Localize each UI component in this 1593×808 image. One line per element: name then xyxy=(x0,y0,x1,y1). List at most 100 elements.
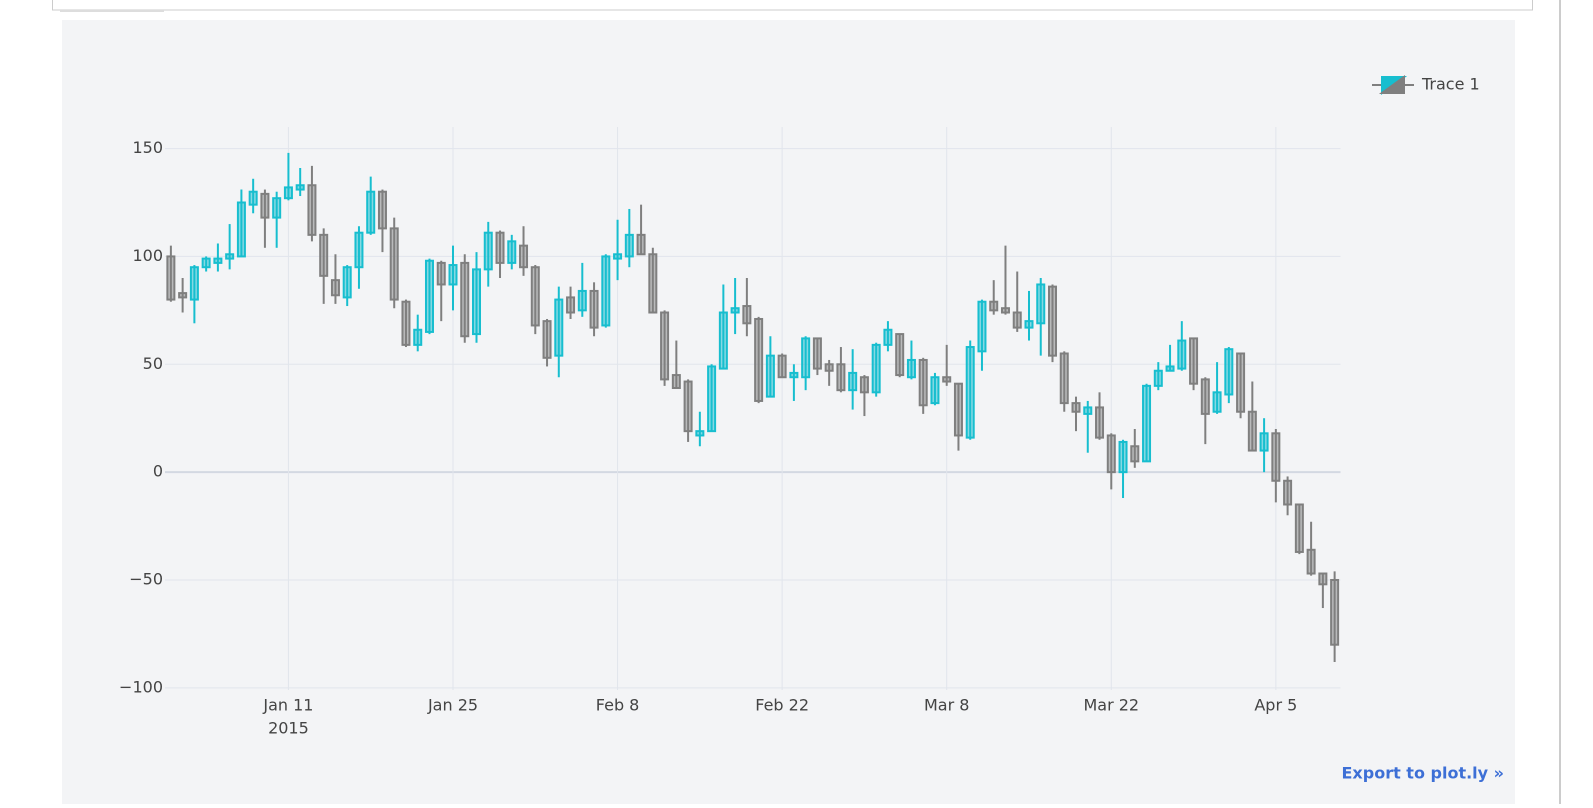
y-tick-label: 100 xyxy=(132,246,163,265)
x-tick-label: Mar 8 xyxy=(924,696,969,715)
candle-body xyxy=(754,317,764,402)
candle-body xyxy=(424,259,434,333)
candle-body xyxy=(1247,410,1257,452)
candle-body xyxy=(707,365,717,433)
candle-body xyxy=(589,289,599,329)
candle-body xyxy=(483,231,493,271)
candle-body xyxy=(1071,402,1081,413)
candle-body xyxy=(201,257,211,269)
candle-body xyxy=(1106,434,1116,474)
candle-body xyxy=(542,320,552,359)
candle-body xyxy=(283,186,293,200)
candle-body xyxy=(1153,369,1163,387)
candle-body xyxy=(1283,479,1293,506)
candle-body xyxy=(519,244,529,269)
candle-body xyxy=(695,430,705,437)
candle-body xyxy=(213,257,223,264)
candle-body xyxy=(848,371,858,392)
candle-body xyxy=(777,354,787,379)
candle-body xyxy=(178,292,188,299)
y-tick-label: 0 xyxy=(153,462,163,481)
candle-body xyxy=(495,231,505,264)
candle-body xyxy=(1012,311,1022,329)
candle-body xyxy=(1212,391,1222,413)
candle-body xyxy=(248,190,258,206)
candle-body xyxy=(671,374,681,390)
candle-body xyxy=(1059,352,1069,405)
candle-body xyxy=(1318,572,1328,586)
candle-body xyxy=(1271,432,1281,482)
x-tick-label: Jan 11 xyxy=(262,696,313,715)
x-tick-label: Feb 8 xyxy=(596,696,640,715)
candle-body xyxy=(1024,320,1034,329)
candle-body xyxy=(895,333,905,377)
candle-body xyxy=(1048,285,1058,357)
candle-body xyxy=(436,261,446,286)
candle-body xyxy=(871,343,881,394)
candle-body xyxy=(636,233,646,256)
candle-body xyxy=(1330,578,1340,646)
top-panel xyxy=(52,0,1533,11)
candle-body xyxy=(472,268,482,336)
candle-body xyxy=(660,311,670,381)
candle-body xyxy=(1306,548,1316,575)
candle-body xyxy=(1000,307,1010,314)
y-tick-label: 150 xyxy=(132,138,163,157)
candle-body xyxy=(448,264,458,286)
candle-body xyxy=(1259,432,1269,452)
candle-body xyxy=(319,233,329,277)
candle-body xyxy=(930,376,940,405)
candle-body xyxy=(401,300,411,346)
candle-body xyxy=(507,240,517,264)
candle-body xyxy=(918,358,928,407)
candle-body xyxy=(883,328,893,346)
legend-icon-decreasing xyxy=(1378,75,1405,94)
x-tick-label: Feb 22 xyxy=(755,696,809,715)
candle-body xyxy=(389,227,399,301)
candle-body xyxy=(1095,406,1105,439)
candle-body xyxy=(1224,348,1234,396)
candle-body xyxy=(330,279,340,297)
candle-body xyxy=(1236,352,1246,413)
candle-body xyxy=(225,253,235,260)
candle-body xyxy=(1177,339,1187,370)
candle-body xyxy=(354,231,364,269)
candle-body xyxy=(366,190,376,234)
candle-body xyxy=(1142,384,1152,463)
candle-body xyxy=(730,307,740,314)
candle-body xyxy=(1189,337,1199,385)
candle-body xyxy=(789,371,799,379)
candle-body xyxy=(166,255,176,301)
legend: Trace 1 xyxy=(1372,75,1480,95)
candle-body xyxy=(577,289,587,312)
candle-body xyxy=(295,184,305,191)
x-year-label: 2015 xyxy=(268,719,309,738)
candle-body xyxy=(189,266,199,301)
candle-body xyxy=(377,190,387,230)
export-link[interactable]: Export to plot.ly » xyxy=(1342,764,1505,783)
candle-body xyxy=(648,253,658,314)
candle-body xyxy=(460,261,470,338)
candle-body xyxy=(977,300,987,353)
y-tick-label: −50 xyxy=(129,569,163,588)
y-tick-label: −100 xyxy=(119,677,163,696)
candle-body xyxy=(801,337,811,379)
candle-body xyxy=(1294,503,1304,553)
plot-background xyxy=(62,20,1515,804)
candle-body xyxy=(824,363,834,372)
candle-body xyxy=(942,376,952,383)
candle-body xyxy=(906,358,916,379)
candle-body xyxy=(236,201,246,258)
candle-body xyxy=(765,354,775,398)
top-tab xyxy=(60,10,164,12)
candle-body xyxy=(718,311,728,370)
candle-body xyxy=(859,376,869,394)
candle-body xyxy=(965,346,975,439)
candle-body xyxy=(1200,378,1210,415)
candle-body xyxy=(624,233,634,258)
candle-body xyxy=(683,380,693,433)
candle-body xyxy=(342,266,352,299)
candle-body xyxy=(989,300,999,312)
candle-body xyxy=(742,305,752,325)
